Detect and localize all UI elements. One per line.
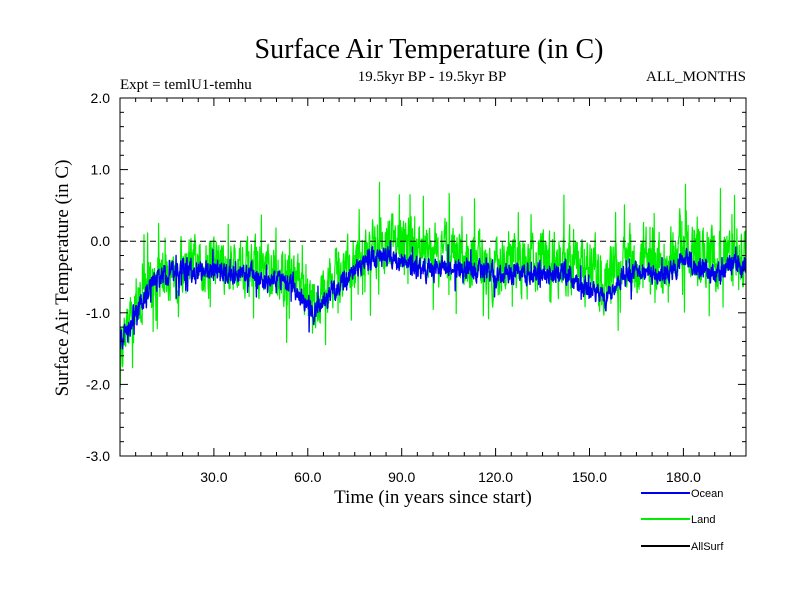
y-tick-label: -2.0 [86,376,110,392]
x-axis-label: Time (in years since start) [334,487,532,508]
y-axis-label: Surface Air Temperature (in C) [52,160,73,397]
y-tick-label: 2.0 [91,90,111,106]
legend-label-ocean: Ocean [691,488,723,500]
x-tick-label: 120.0 [478,469,513,485]
y-tick-label: 1.0 [91,162,111,178]
legend-label-land: Land [691,514,715,526]
y-tick-label: -1.0 [86,305,110,321]
legend: Ocean Land AllSurf [641,488,724,553]
x-tick-label: 90.0 [388,469,415,485]
series-layer [120,181,746,388]
experiment-label: Expt = temlU1-temhu [120,77,252,93]
x-tick-label: 30.0 [200,469,227,485]
period-label: 19.5kyr BP - 19.5kyr BP [358,69,507,85]
x-tick-label: 180.0 [666,469,701,485]
y-tick-label: 0.0 [91,233,111,249]
series-line-ocean [120,239,746,350]
axis-ticks: 30.0 60.0 90.0 120.0 150.0 180.0 -3.0 -2.0 -1.0 0… [86,90,746,485]
series-line-land [120,181,746,388]
y-tick-label: -3.0 [86,448,110,464]
legend-label-allsurf: AllSurf [691,541,724,553]
months-label: ALL_MONTHS [646,69,746,85]
x-tick-label: 150.0 [572,469,607,485]
x-tick-label: 60.0 [294,469,321,485]
chart-title: Surface Air Temperature (in C) [255,34,604,65]
